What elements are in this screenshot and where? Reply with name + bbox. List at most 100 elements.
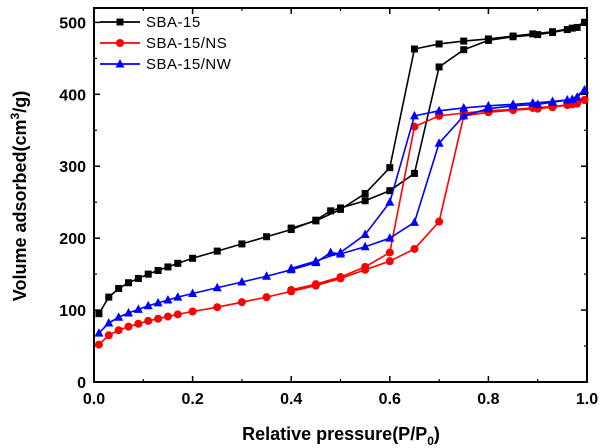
adsorption-point <box>105 293 113 301</box>
desorption-point <box>286 263 296 272</box>
desorption-point <box>361 190 369 198</box>
desorption-point <box>385 197 395 206</box>
adsorption-point <box>534 31 542 39</box>
adsorption-point <box>360 241 370 251</box>
adsorption-point <box>173 292 183 301</box>
desorption-point <box>386 164 394 172</box>
desorption-point <box>311 256 321 265</box>
adsorption-point <box>237 277 247 286</box>
y-tick-label: 100 <box>59 303 86 320</box>
desorption-line <box>290 89 586 270</box>
desorption-point <box>509 32 517 40</box>
adsorption-point <box>327 207 335 215</box>
adsorption-point <box>459 110 469 120</box>
y-tick-label: 300 <box>59 159 86 176</box>
axes: 0.0 0.2 0.4 0.6 0.8 1.0 0 100 200 300 400 500 <box>59 7 598 408</box>
adsorption-point <box>326 247 336 257</box>
desorption-point <box>385 248 394 257</box>
desorption-point <box>311 280 320 289</box>
adsorption-point <box>213 247 221 255</box>
desorption-point <box>484 35 492 43</box>
adsorption-point <box>134 319 143 328</box>
desorption-line <box>291 99 585 291</box>
adsorption-point <box>173 310 182 319</box>
desorption-point <box>580 96 589 105</box>
adsorption-point <box>144 316 153 325</box>
adsorption-point <box>460 46 468 54</box>
adsorption-point <box>124 322 133 331</box>
adsorption-point <box>573 23 581 31</box>
adsorption-point <box>104 318 114 327</box>
adsorption-point <box>263 233 271 241</box>
x-tick-label: 0.4 <box>280 391 302 408</box>
adsorption-point <box>154 314 163 323</box>
desorption-point <box>508 99 518 108</box>
adsorption-point <box>143 300 153 310</box>
adsorption-point <box>434 138 444 147</box>
x-axis-label-subscript: 0 <box>427 434 434 448</box>
desorption-point <box>287 224 295 232</box>
desorption-point <box>529 30 537 38</box>
desorption-line <box>290 21 585 229</box>
legend-label: SBA-15/NW <box>146 56 232 73</box>
series-layer <box>94 18 590 349</box>
adsorption-point <box>94 328 104 337</box>
legend-swatch-marker <box>116 39 124 47</box>
desorption-point <box>459 102 469 112</box>
x-tick-label: 0.0 <box>83 391 105 408</box>
desorption-point <box>361 262 370 271</box>
desorption-point <box>483 100 493 110</box>
desorption-point <box>528 97 538 107</box>
y-tick-label: 200 <box>59 231 86 248</box>
adsorption-point <box>188 288 198 298</box>
adsorption-point <box>385 233 395 242</box>
y-axis-label: Volume adsorbed(cm3/g) <box>8 91 30 301</box>
adsorption-point <box>212 282 222 292</box>
legend-label: SBA-15 <box>146 14 201 31</box>
adsorption-point <box>410 244 419 253</box>
desorption-point <box>567 94 577 103</box>
adsorption-point <box>361 197 369 205</box>
adsorption-point <box>386 187 394 195</box>
adsorption-point <box>385 257 394 266</box>
legend: SBA-15 SBA-15/NS SBA-15/NW <box>100 14 232 73</box>
desorption-point <box>336 247 345 257</box>
x-tick-label: 1.0 <box>576 391 598 408</box>
adsorption-point <box>435 217 444 226</box>
adsorption-point <box>189 254 197 262</box>
x-tick-label: 0.8 <box>477 391 499 408</box>
adsorption-point <box>144 270 152 278</box>
adsorption-point <box>154 267 162 275</box>
legend-swatch-marker <box>116 18 124 26</box>
desorption-point <box>568 24 576 32</box>
adsorption-point <box>174 259 182 267</box>
desorption-point <box>360 229 370 239</box>
desorption-point <box>547 96 557 105</box>
legend-label: SBA-15/NS <box>146 35 227 52</box>
y-tick-label: 500 <box>59 15 86 32</box>
desorption-point <box>337 205 344 213</box>
adsorption-point <box>133 304 143 313</box>
desorption-point <box>312 217 320 225</box>
adsorption-point <box>134 274 142 282</box>
adsorption-point <box>114 326 123 335</box>
adsorption-point <box>262 293 271 302</box>
desorption-point <box>287 285 296 294</box>
adsorption-point <box>164 263 172 271</box>
adsorption-point <box>125 279 133 287</box>
desorption-point <box>548 28 556 36</box>
adsorption-point <box>115 285 123 292</box>
x-tick-label: 0.2 <box>181 391 203 408</box>
adsorption-point <box>213 303 222 312</box>
desorption-point <box>336 272 345 281</box>
desorption-point <box>434 105 444 115</box>
adsorption-point <box>114 312 124 321</box>
desorption-point <box>410 45 418 53</box>
adsorption-point <box>153 297 163 307</box>
adsorption-point <box>163 312 172 321</box>
adsorption-point <box>124 307 134 317</box>
series-square <box>95 18 589 318</box>
y-tick-label: 0 <box>77 375 86 392</box>
desorption-point <box>580 84 590 94</box>
